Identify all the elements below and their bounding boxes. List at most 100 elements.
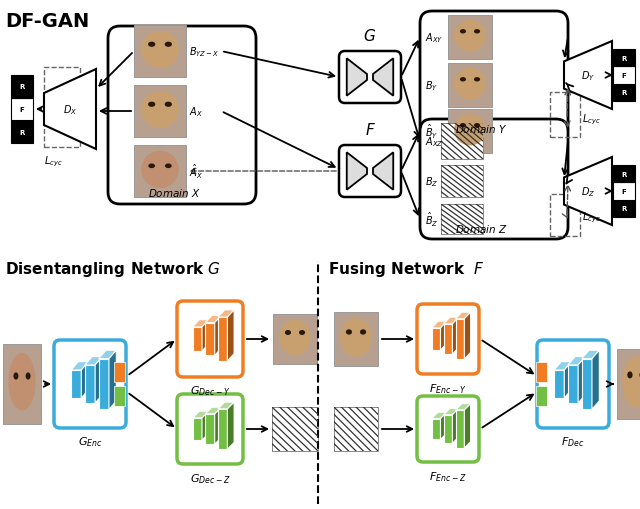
Bar	[11, 98, 33, 121]
Text: $F_{Enc-Y}$: $F_{Enc-Y}$	[429, 381, 467, 395]
Ellipse shape	[627, 372, 632, 379]
Bar	[617, 349, 640, 419]
Bar	[441, 165, 483, 197]
Polygon shape	[218, 310, 234, 318]
Polygon shape	[431, 419, 440, 440]
Bar	[613, 200, 635, 217]
Polygon shape	[193, 320, 209, 327]
Text: R: R	[621, 206, 627, 212]
Polygon shape	[444, 318, 459, 324]
Ellipse shape	[148, 43, 156, 48]
Text: $A_{XY}$: $A_{XY}$	[425, 31, 444, 45]
Bar	[536, 386, 547, 406]
Polygon shape	[440, 412, 447, 440]
Polygon shape	[431, 322, 447, 328]
Text: $G_{Enc}$: $G_{Enc}$	[77, 434, 102, 448]
Bar	[613, 165, 635, 183]
Bar	[134, 86, 186, 138]
Polygon shape	[193, 411, 209, 418]
Polygon shape	[373, 153, 393, 190]
Polygon shape	[218, 402, 234, 409]
Ellipse shape	[26, 373, 31, 380]
Polygon shape	[81, 362, 88, 398]
Polygon shape	[205, 323, 214, 356]
Polygon shape	[564, 42, 612, 110]
Text: $L_{cyc}$: $L_{cyc}$	[582, 112, 601, 127]
Text: $F_{Dec}$: $F_{Dec}$	[561, 434, 585, 448]
Bar	[334, 313, 378, 366]
Ellipse shape	[460, 124, 466, 128]
Text: $G_{Dec-Z}$: $G_{Dec-Z}$	[189, 471, 230, 485]
Text: $\hat{B}_Z$: $\hat{B}_Z$	[425, 211, 438, 229]
Polygon shape	[592, 351, 599, 410]
Ellipse shape	[279, 320, 311, 356]
Ellipse shape	[299, 330, 305, 335]
Bar	[448, 110, 492, 154]
Polygon shape	[452, 318, 459, 354]
Ellipse shape	[141, 151, 179, 189]
Ellipse shape	[141, 32, 179, 69]
Text: $B_{YZ-X}$: $B_{YZ-X}$	[189, 45, 220, 59]
Text: F: F	[621, 189, 627, 194]
Text: R: R	[19, 84, 25, 90]
Ellipse shape	[148, 102, 156, 107]
Bar	[441, 124, 483, 160]
Polygon shape	[465, 313, 470, 359]
FancyBboxPatch shape	[417, 304, 479, 374]
Text: $G_{Dec-Y}$: $G_{Dec-Y}$	[189, 383, 230, 397]
Text: Domain $X$: Domain $X$	[148, 187, 201, 199]
Polygon shape	[564, 158, 612, 225]
Polygon shape	[218, 409, 227, 449]
Polygon shape	[109, 351, 116, 410]
Text: F: F	[20, 107, 24, 113]
Bar	[114, 386, 125, 406]
Polygon shape	[373, 59, 393, 97]
Text: $L_{cyc}$: $L_{cyc}$	[44, 155, 63, 169]
Polygon shape	[444, 409, 459, 415]
Bar	[613, 84, 635, 102]
Text: $F$: $F$	[365, 122, 376, 138]
Text: $\hat{B}_Y$: $\hat{B}_Y$	[425, 123, 438, 140]
Bar	[273, 315, 317, 364]
Text: $A_X$: $A_X$	[189, 105, 203, 119]
Ellipse shape	[141, 92, 179, 129]
Polygon shape	[227, 402, 234, 449]
FancyBboxPatch shape	[177, 301, 243, 377]
Text: $F_{Enc-Z}$: $F_{Enc-Z}$	[429, 469, 467, 483]
Ellipse shape	[340, 318, 372, 357]
Polygon shape	[202, 411, 209, 440]
Text: Fusing Network  $F$: Fusing Network $F$	[328, 260, 485, 278]
Polygon shape	[202, 320, 209, 351]
Polygon shape	[431, 328, 440, 350]
Text: Disentangling Network $G$: Disentangling Network $G$	[5, 260, 221, 278]
Polygon shape	[85, 365, 95, 403]
Polygon shape	[99, 351, 116, 359]
Polygon shape	[205, 407, 221, 414]
Ellipse shape	[454, 69, 486, 100]
Polygon shape	[582, 351, 599, 359]
Ellipse shape	[164, 102, 172, 107]
Polygon shape	[218, 318, 227, 361]
Text: $G$: $G$	[364, 28, 376, 44]
Ellipse shape	[460, 30, 466, 35]
Polygon shape	[85, 357, 102, 365]
Text: Domain $Z$: Domain $Z$	[455, 222, 508, 235]
Ellipse shape	[360, 330, 366, 335]
Polygon shape	[193, 418, 202, 440]
Polygon shape	[444, 324, 452, 354]
Polygon shape	[568, 365, 578, 403]
Bar	[44, 68, 80, 148]
Text: $D_Y$: $D_Y$	[581, 69, 595, 83]
Polygon shape	[568, 357, 586, 365]
Bar	[550, 194, 580, 237]
Text: R: R	[621, 172, 627, 177]
FancyBboxPatch shape	[420, 120, 568, 240]
Text: Domain $Y$: Domain $Y$	[455, 123, 508, 135]
Ellipse shape	[148, 164, 155, 169]
Bar	[272, 407, 318, 451]
Polygon shape	[564, 362, 572, 398]
Polygon shape	[440, 322, 447, 350]
FancyBboxPatch shape	[54, 341, 126, 428]
Polygon shape	[214, 407, 221, 444]
Text: $\hat{A}_X$: $\hat{A}_X$	[189, 163, 203, 181]
